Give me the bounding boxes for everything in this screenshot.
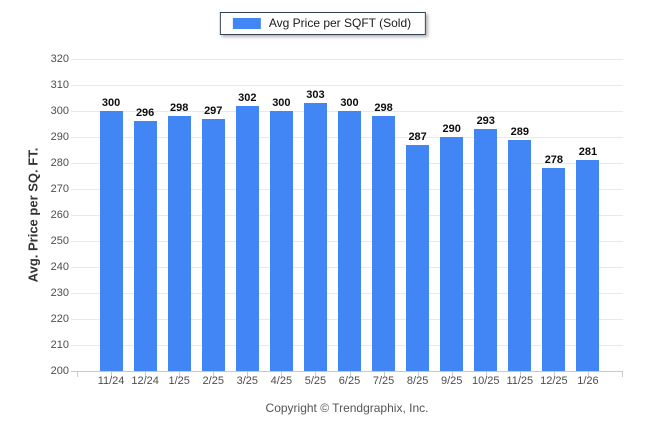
bar-value-label: 296 (135, 107, 155, 120)
bar-value-label: 298 (170, 102, 189, 115)
bar (235, 105, 259, 371)
bar (133, 121, 157, 371)
bar (303, 103, 327, 371)
bar (372, 116, 396, 371)
x-tick-label: 12/25 (540, 375, 568, 387)
bar (269, 111, 293, 371)
bar-value-label: 300 (340, 97, 359, 109)
x-axis-tick (77, 372, 78, 377)
x-tick-label: 8/25 (406, 375, 429, 387)
legend: Avg Price per SQFT (Sold) (219, 12, 427, 35)
x-axis-tick (213, 372, 215, 377)
x-axis-tick (179, 372, 181, 377)
bar-value-label: 290 (442, 123, 461, 135)
y-tick-label: 270 (50, 183, 69, 195)
x-axis-tick (519, 372, 521, 377)
x-axis-tick (417, 372, 419, 377)
bar-value-label: 287 (408, 130, 427, 143)
x-tick-label: 11/25 (506, 375, 534, 387)
bar (201, 118, 225, 371)
x-axis-tick (247, 372, 249, 377)
x-axis-tick (383, 372, 385, 377)
x-tick-label: 12/24 (131, 375, 159, 387)
x-tick-label: 6/25 (338, 375, 361, 387)
bar (338, 111, 361, 371)
x-tick-label: 3/25 (236, 375, 259, 387)
bar (406, 144, 430, 371)
bar-value-label: 302 (238, 91, 257, 104)
x-axis-tick (622, 372, 623, 377)
bar (508, 139, 532, 371)
y-tick-label: 280 (50, 157, 69, 169)
bar-value-label: 281 (578, 146, 598, 159)
y-tick-label: 200 (50, 365, 69, 377)
x-axis-tick (315, 372, 317, 377)
bar-value-label: 300 (101, 97, 121, 109)
x-axis-tick (485, 372, 487, 377)
x-axis-tick (281, 372, 283, 377)
x-tick-label: 11/24 (97, 375, 125, 387)
x-axis-tick (349, 372, 351, 377)
bar (576, 160, 600, 371)
y-tick-label: 240 (50, 261, 69, 273)
bar-value-label: 297 (204, 104, 223, 117)
plot-area: 300 11/24 296 12/24 298 1/25 297 2/25 302 3/25 300… (71, 59, 623, 387)
bar-value-label: 293 (476, 115, 495, 128)
x-tick-label: 1/26 (577, 375, 599, 387)
x-axis-tick (553, 372, 555, 377)
x-tick-label: 4/25 (270, 375, 293, 387)
bar-value-label: 278 (544, 154, 564, 167)
bar-value-label: 300 (272, 97, 291, 109)
y-tick-label: 260 (50, 209, 69, 221)
grid-line (71, 59, 623, 60)
y-tick-label: 290 (50, 131, 69, 143)
x-axis-tick (587, 372, 589, 377)
x-axis-tick (111, 372, 113, 377)
y-tick-label: 320 (50, 53, 69, 65)
x-tick-label: 9/25 (440, 375, 463, 387)
grid-line (71, 85, 623, 86)
bar (167, 116, 191, 371)
y-tick-label: 250 (50, 235, 69, 247)
bar (474, 129, 498, 371)
y-tick-label: 310 (50, 79, 69, 91)
y-tick-label: 210 (50, 339, 69, 351)
bar (99, 111, 123, 371)
y-tick-label: 300 (50, 105, 69, 117)
x-tick-label: 7/25 (372, 375, 395, 387)
bar (542, 168, 566, 371)
bar-value-label: 298 (374, 102, 393, 115)
bar-value-label: 303 (306, 89, 325, 102)
x-axis-tick (145, 372, 147, 377)
y-tick-label: 220 (50, 313, 69, 325)
y-tick-label: 230 (50, 287, 69, 299)
legend-color-swatch (232, 18, 261, 29)
legend-label: Avg Price per SQFT (Sold) (268, 16, 412, 30)
x-tick-label: 10/25 (471, 375, 500, 387)
x-tick-label: 2/25 (202, 375, 224, 387)
x-axis-tick (451, 372, 453, 377)
bar-value-label: 289 (510, 125, 529, 138)
bar (440, 137, 464, 371)
x-tick-label: 1/25 (168, 375, 190, 387)
x-tick-label: 5/25 (304, 375, 327, 387)
copyright-text: Copyright © Trendgraphix, Inc. (265, 401, 429, 415)
